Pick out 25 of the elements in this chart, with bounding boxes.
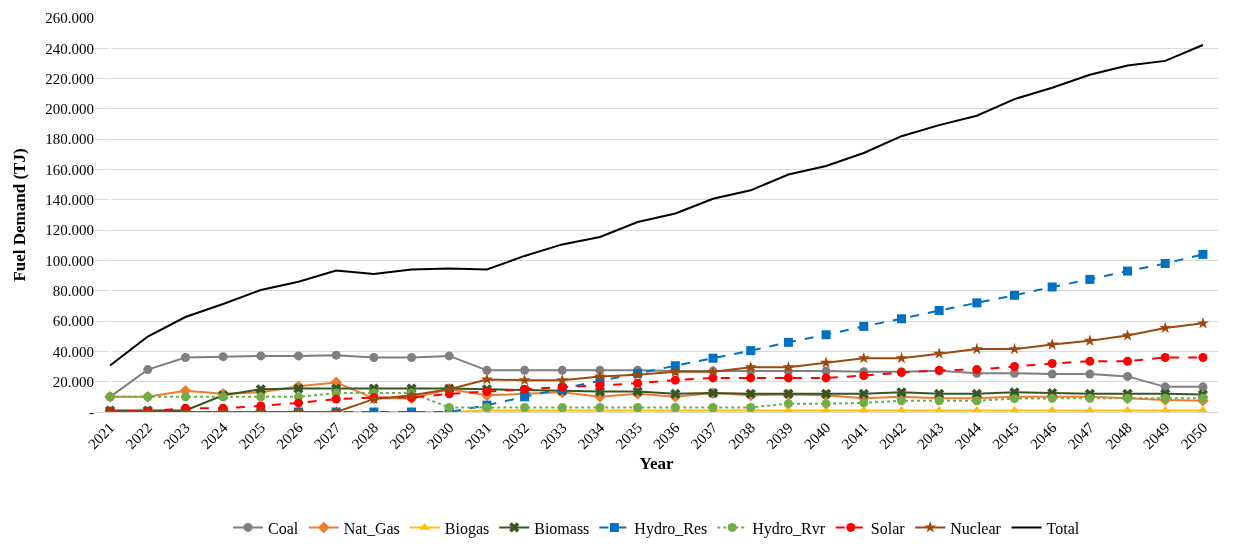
y-tick-label: 140.000 bbox=[45, 192, 94, 209]
legend-label: Total bbox=[1046, 519, 1080, 537]
y-tick-label: 160.000 bbox=[45, 161, 94, 178]
y-tick-label: 60.000 bbox=[52, 313, 94, 330]
y-tick-label: 80.000 bbox=[52, 283, 94, 300]
legend-label: Hydro_Res bbox=[634, 519, 708, 538]
y-tick-label: 40.000 bbox=[52, 343, 94, 360]
legend-label: Nat_Gas bbox=[343, 519, 400, 537]
y-tick-label: 180.000 bbox=[45, 131, 94, 148]
legend-label: Hydro_Rvr bbox=[752, 519, 826, 538]
y-tick-label: 260.000 bbox=[45, 10, 94, 27]
y-tick-label: - bbox=[89, 404, 94, 421]
legend-label: Coal bbox=[268, 519, 299, 537]
y-tick-label: 20.000 bbox=[52, 373, 94, 390]
y-tick-label: 240.000 bbox=[45, 40, 94, 57]
y-tick-label: 120.000 bbox=[45, 222, 94, 239]
legend-label: Biogas bbox=[444, 519, 490, 538]
legend-label: Biomass bbox=[534, 519, 590, 537]
legend-label: Nuclear bbox=[950, 519, 1002, 537]
y-tick-label: 220.000 bbox=[45, 70, 94, 87]
y-tick-label: 200.000 bbox=[45, 101, 94, 118]
y-tick-label: 100.000 bbox=[45, 252, 94, 269]
legend-label: Solar bbox=[870, 519, 906, 537]
x-axis-title: Year bbox=[639, 453, 674, 473]
y-axis-title: Fuel Demand (TJ) bbox=[9, 148, 29, 282]
